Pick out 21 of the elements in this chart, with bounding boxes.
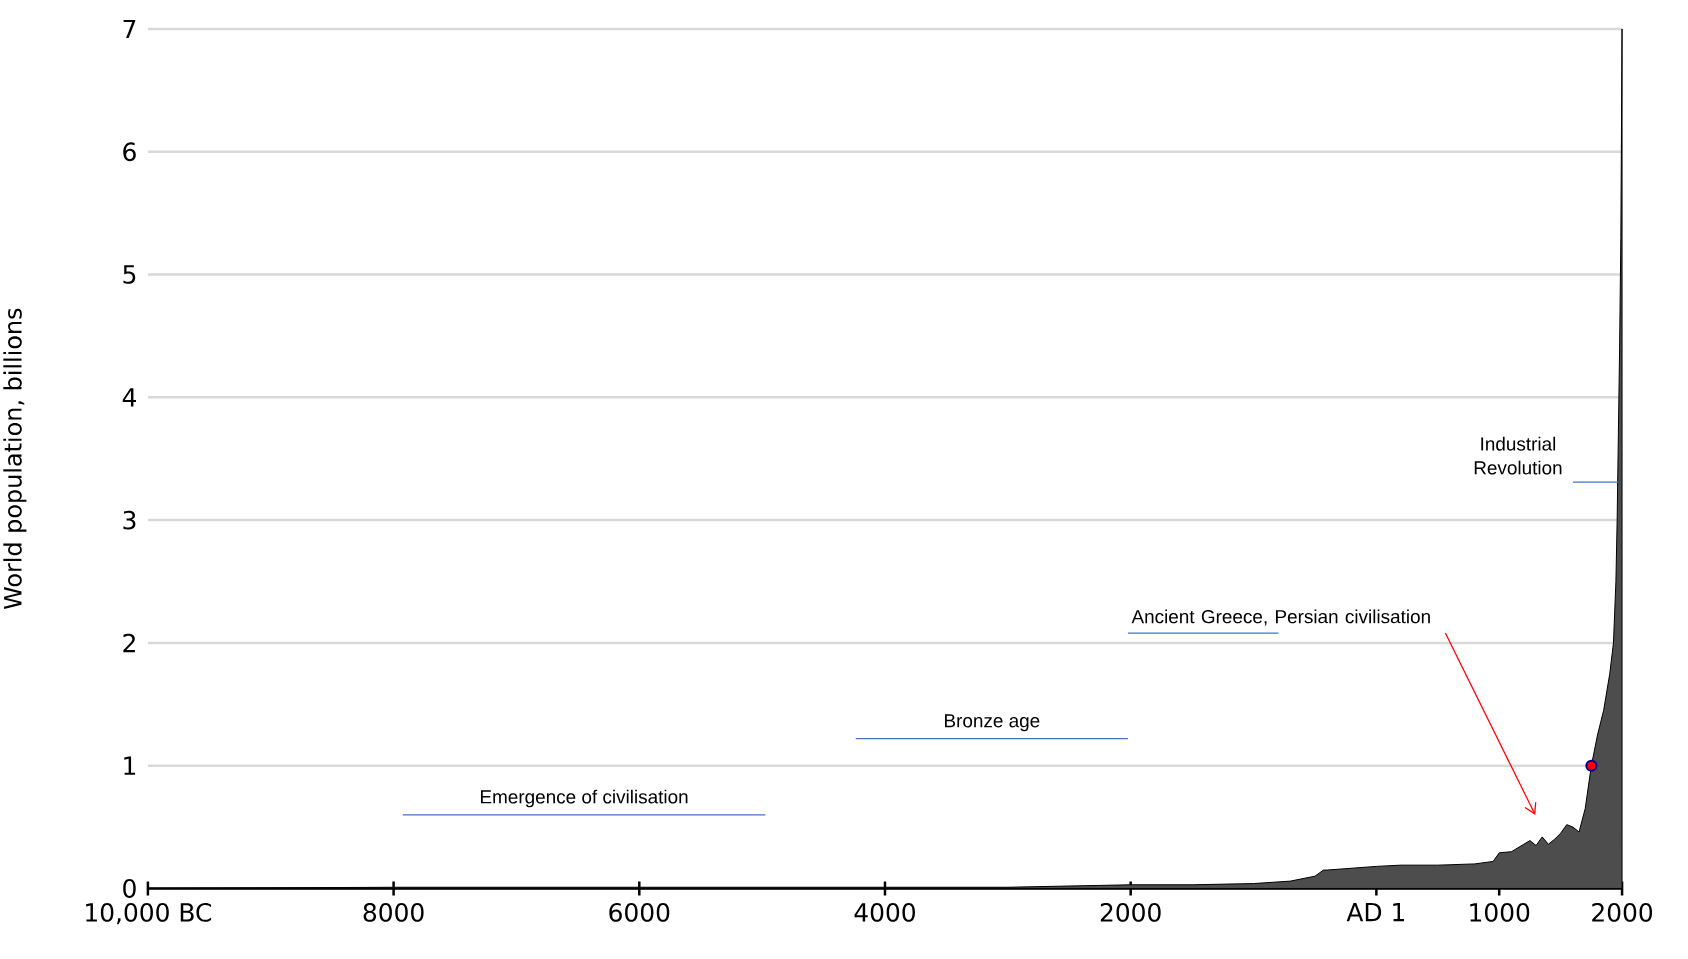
annotation: Industrial Revolution [1474,436,1562,475]
x-tick-label: 2000 [1592,902,1653,922]
y-tick-label: 5 [123,265,136,284]
y-tick-label: 3 [123,510,136,530]
annotation: Bronze age [945,714,1040,731]
x-tick-label: 1000 [1470,902,1530,922]
y-axis-title: World population, billions [3,308,27,609]
x-tick-label: AD 1 [1346,902,1405,921]
x-tick-label: 6000 [609,902,670,922]
annotation: Ancient Greece, Persian civilisation [1131,609,1430,626]
y-tick-label: 7 [123,19,136,38]
x-tick-label: 2000 [1100,902,1161,922]
x-tick-label: 4000 [854,902,915,922]
x-tick-label: 8000 [363,902,424,922]
y-tick-label: 0 [123,878,136,898]
y-tick-label: 6 [123,142,136,161]
y-tick-label: 1 [124,756,136,775]
x-tick-label: 10,000 BC [86,902,212,925]
y-tick-label: 2 [123,633,135,652]
annotation: Emergence of civilisation [480,789,688,808]
y-tick-label: 4 [122,388,136,407]
